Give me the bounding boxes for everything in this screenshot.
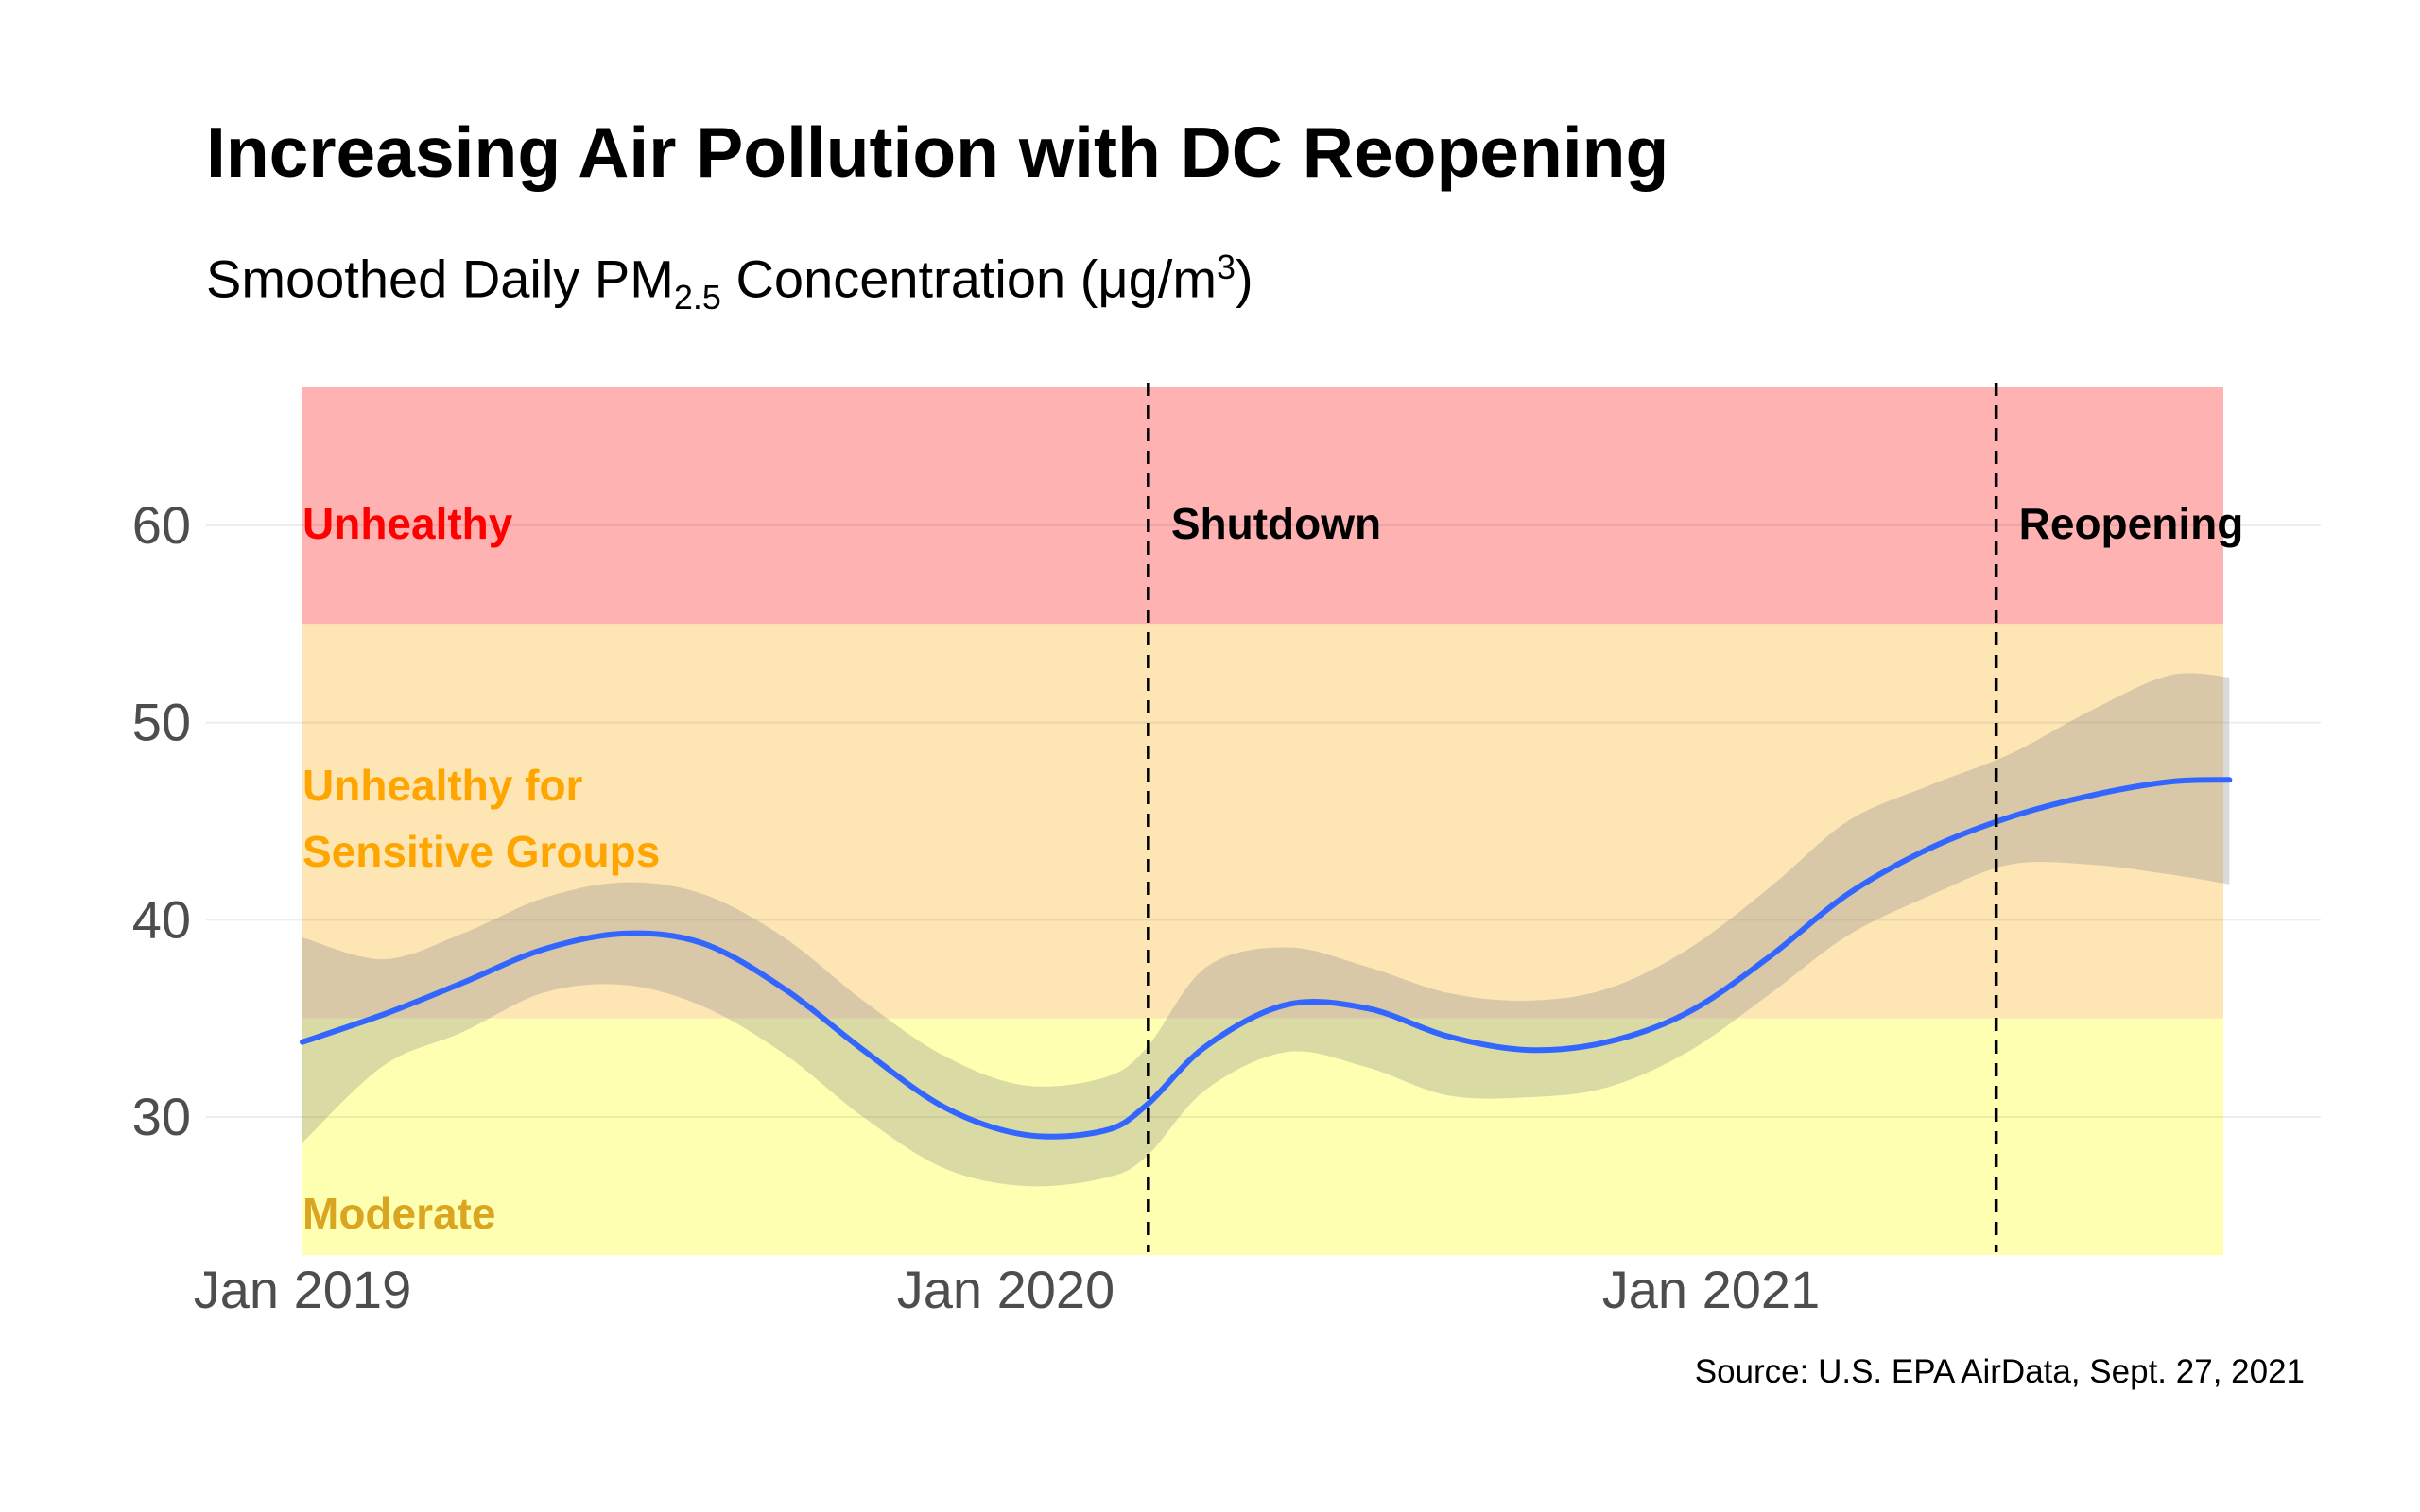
band-label-unhealthy: Unhealthy [302,499,513,548]
band-label-sensitive-line: Sensitive Groups [302,827,660,876]
subtitle-middle: Concentration (μg [720,249,1158,309]
x-tick-label: Jan 2020 [897,1260,1115,1319]
band-label-sensitive-line: Unhealthy for [302,761,583,810]
smoothed-line [300,777,2233,1140]
x-tick-label: Jan 2019 [194,1260,411,1319]
subtitle-slash: / [1157,249,1173,309]
band-unhealthy [302,387,2223,625]
y-tick-label: 30 [132,1087,191,1146]
confidence-ribbon [302,673,2230,1187]
y-tick-label: 50 [132,693,191,752]
subtitle-superscript: 3 [1216,248,1236,286]
event-label-reopening: Reopening [2019,499,2244,548]
subtitle-unit: m [1172,249,1217,309]
y-tick-label: 60 [132,495,191,555]
x-tick-label: Jan 2021 [1602,1260,1820,1319]
subtitle-subscript: 2.5 [673,277,721,317]
band-moderate [302,1018,2223,1256]
y-tick-label: 40 [132,889,191,949]
band-label-moderate: Moderate [302,1189,495,1238]
source-caption: Source: U.S. EPA AirData, Sept. 27, 2021 [1694,1353,2305,1390]
subtitle-suffix: ) [1236,249,1253,309]
subtitle-prefix: Smoothed Daily PM [206,249,674,309]
chart-title: Increasing Air Pollution with DC Reopeni… [206,112,1669,192]
chart-subtitle: Smoothed Daily PM2.5 Concentration (μg/m… [206,248,1253,318]
event-label-shutdown: Shutdown [1171,499,1381,548]
band-sensitive-groups [302,624,2223,1019]
